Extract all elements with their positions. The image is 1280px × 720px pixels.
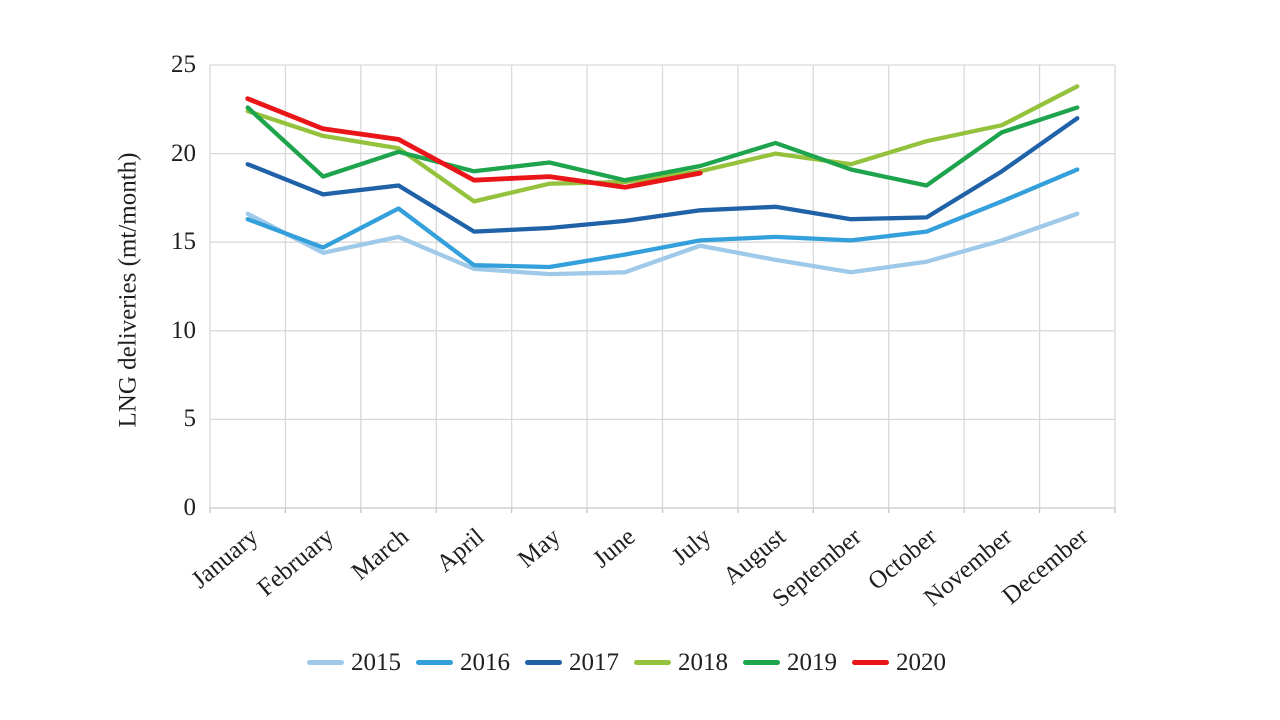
legend-item-2017[interactable]: 2017	[525, 650, 619, 675]
y-axis-tick-label: 0	[183, 494, 197, 521]
legend-item-2019[interactable]: 2019	[743, 650, 837, 675]
y-axis-tick-label: 15	[171, 228, 196, 256]
legend-swatch-2017	[525, 660, 562, 665]
legend-label: 2020	[896, 649, 946, 676]
legend-label: 2016	[460, 649, 510, 676]
y-axis-title: LNG deliveries (mt/month)	[114, 152, 142, 428]
series-line-2015[interactable]	[245, 211, 1080, 277]
legend-label: 2019	[787, 649, 837, 676]
y-axis-tick-label: 5	[183, 405, 197, 433]
legend-swatch-2020	[852, 660, 889, 665]
legend-item-2018[interactable]: 2018	[634, 650, 728, 675]
series-line-2020[interactable]	[245, 96, 703, 190]
legend-item-2016[interactable]: 2016	[416, 650, 510, 675]
series-line-2017[interactable]	[245, 116, 1080, 234]
series-line-2018[interactable]	[245, 84, 1080, 204]
legend-label: 2017	[569, 649, 619, 676]
series-line-2016[interactable]	[245, 167, 1080, 270]
y-axis-tick-label: 25	[171, 51, 196, 78]
legend-swatch-2016	[416, 660, 453, 665]
legend-swatch-2018	[634, 660, 671, 665]
legend-swatch-2019	[743, 660, 780, 665]
series-line-2019[interactable]	[245, 105, 1080, 188]
legend-swatch-2015	[307, 660, 344, 665]
legend-label: 2015	[351, 649, 401, 676]
legend-label: 2018	[678, 649, 728, 676]
y-axis-tick-label: 10	[171, 316, 196, 344]
y-axis-tick-label: 20	[171, 139, 196, 167]
legend: 2015 2016 2017 2018 2019 2020	[307, 650, 946, 675]
legend-item-2020[interactable]: 2020	[852, 650, 946, 675]
legend-item-2015[interactable]: 2015	[307, 650, 401, 675]
